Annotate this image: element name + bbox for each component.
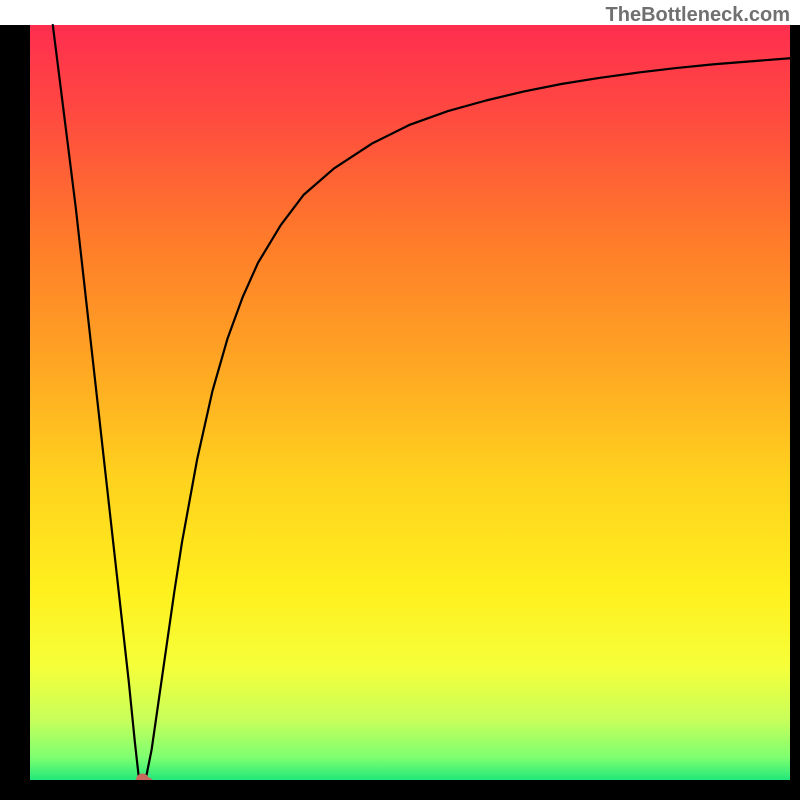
chart-container: TheBottleneck.com bbox=[0, 0, 800, 800]
bottleneck-chart bbox=[0, 0, 800, 800]
attribution-text: TheBottleneck.com bbox=[606, 4, 790, 27]
